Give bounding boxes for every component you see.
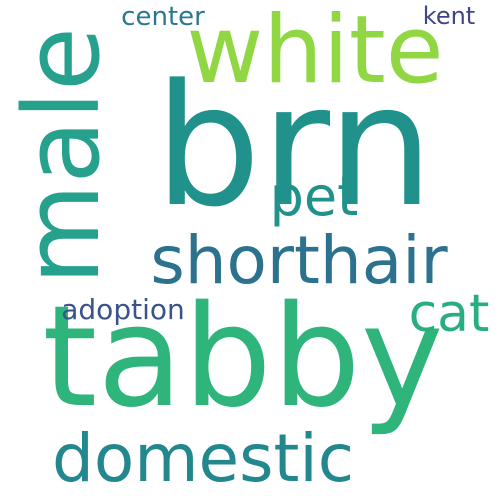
word-male: male [1,27,124,285]
word-domestic: domestic [51,420,355,497]
word-adoption: adoption [61,293,185,326]
word-kent: kent [422,2,476,30]
word-white: white [186,0,444,105]
word-shorthair: shorthair [150,222,448,299]
word-center: center [121,2,205,32]
word-cat: cat [408,284,490,344]
word-pet: pet [269,165,359,228]
word-brn: brn [154,48,434,244]
word-tabby: tabby [42,276,444,439]
